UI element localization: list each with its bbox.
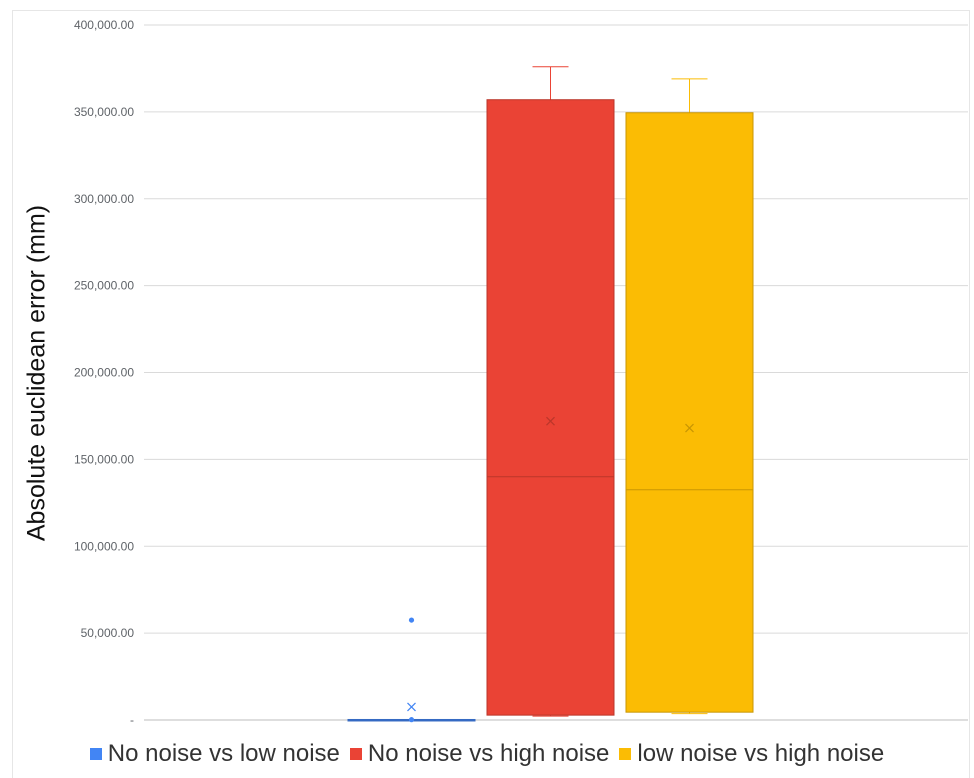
y-tick-label: 100,000.00 [74,539,134,553]
legend-swatch [619,748,632,760]
chart-frame [12,10,970,778]
box-mean-marker [685,423,694,433]
legend-swatch [349,748,362,760]
legend: No noise vs low noise No noise vs high no… [0,740,974,768]
y-tick-label: - [130,713,134,727]
y-tick-label: 200,000.00 [74,366,134,380]
y-tick-label: 350,000.00 [74,105,134,119]
legend-label: No noise vs low noise [107,740,340,767]
box-body [625,112,754,713]
box-outlier-point [408,717,415,723]
box-body [486,99,615,716]
box-outlier-point [408,617,415,623]
y-tick-label: 50,000.00 [81,626,135,640]
legend-swatch [89,748,102,760]
legend-item: No noise vs low noise [89,740,340,768]
legend-label: low noise vs high noise [637,740,885,767]
legend-item: low noise vs high noise [619,740,884,768]
legend-item: No noise vs high noise [349,740,610,768]
y-tick-label: 250,000.00 [74,279,134,293]
legend-label: No noise vs high noise [367,740,610,767]
y-tick-label: 400,000.00 [74,18,134,32]
y-tick-label: 150,000.00 [74,452,134,466]
box-mean-marker [407,702,416,712]
box-mean-marker [546,416,555,426]
y-tick-label: 300,000.00 [74,192,134,206]
